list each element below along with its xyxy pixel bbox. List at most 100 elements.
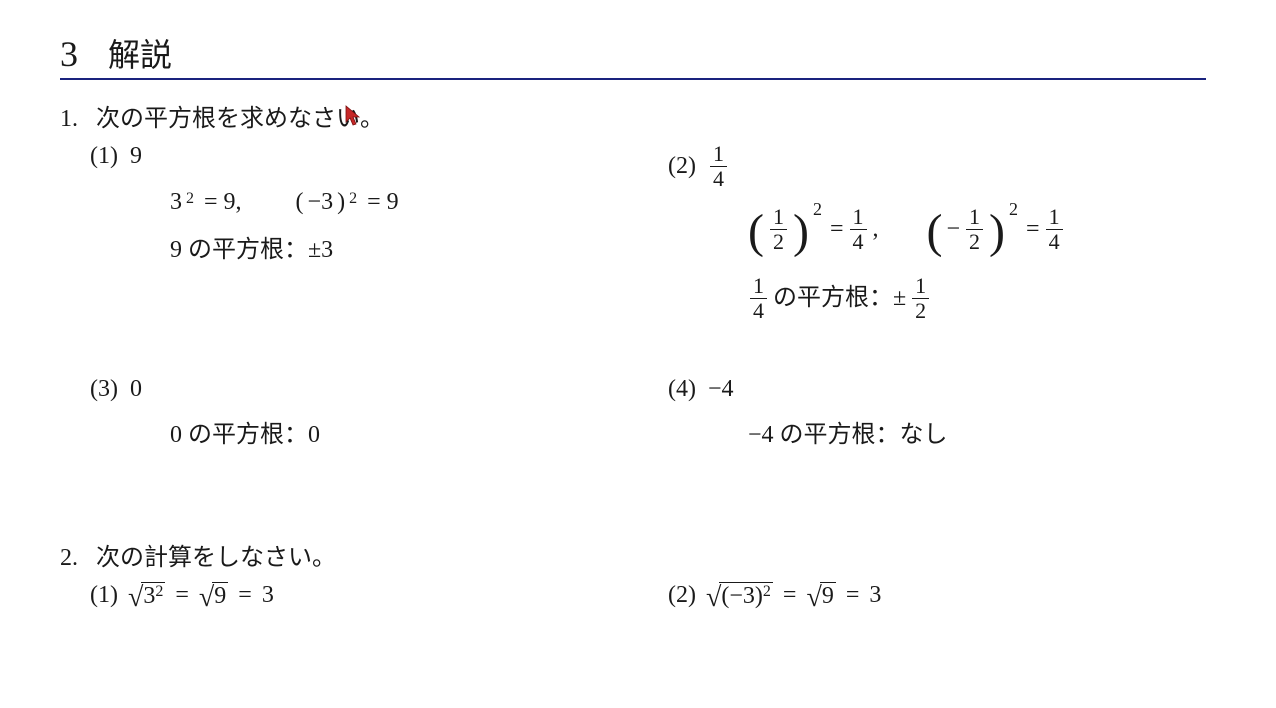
eq: = bbox=[1026, 213, 1040, 247]
eq: = bbox=[175, 582, 189, 609]
subproblem-1-4: (4) −4 −4 の平方根：なし bbox=[668, 376, 1206, 467]
problem-2-subproblems: (1) √ 32 = √ 9 = 3 (2) √ bbox=[90, 582, 1206, 610]
eq: = bbox=[846, 582, 860, 609]
rp: ) bbox=[989, 210, 1005, 253]
problem-2: 2. 次の計算をしなさい。 (1) √ 32 = √ 9 = 3 bbox=[60, 537, 1206, 610]
document-page: 3 解説 1. 次の平方根を求めなさい。 (1) 9 32 = 9, ( bbox=[0, 0, 1276, 610]
subproblem-1-3-answer: 0 の平方根：0 bbox=[170, 419, 628, 453]
eq-3-sup: 2 bbox=[186, 188, 194, 210]
subproblem-2-1-label: (1) bbox=[90, 582, 118, 609]
eq: = bbox=[783, 582, 797, 609]
subproblem-1-2: (2) 1 4 ( 1 2 )2 = bbox=[668, 143, 1206, 336]
subproblem-1-3-label: (3) bbox=[90, 376, 118, 403]
frac-num: 1 bbox=[912, 275, 929, 298]
frac-den: 2 bbox=[912, 298, 929, 322]
subproblem-1-1-label: (1) bbox=[90, 143, 118, 170]
frac-den: 2 bbox=[770, 229, 787, 253]
frac-den: 4 bbox=[710, 166, 727, 190]
radical-icon: √ bbox=[806, 584, 821, 612]
sqrt-neg3sq: √ (−3)2 bbox=[706, 582, 773, 610]
eq-3: 3 bbox=[170, 186, 182, 220]
frac-den: 4 bbox=[850, 229, 867, 253]
frac-num: 1 bbox=[1046, 206, 1063, 229]
eq: = bbox=[830, 213, 844, 247]
section-number: 3 bbox=[60, 33, 78, 75]
answer-text: の平方根：± bbox=[773, 282, 906, 316]
subproblem-1-3: (3) 0 0 の平方根：0 bbox=[90, 376, 628, 467]
neg3: −3 bbox=[729, 584, 755, 608]
subproblem-1-2-work: ( 1 2 )2 = 1 4 , ( bbox=[748, 206, 1206, 322]
sqrt-9: √ 9 bbox=[199, 582, 228, 610]
rad-sup: 2 bbox=[763, 584, 771, 600]
subproblem-1-4-head: (4) −4 bbox=[668, 376, 1206, 403]
lp: ( bbox=[748, 210, 764, 253]
problem-1: 1. 次の平方根を求めなさい。 (1) 9 32 = 9, (−3)2 = 9 bbox=[60, 98, 1206, 467]
subproblem-1-3-work: 0 の平方根：0 bbox=[170, 419, 628, 453]
rp: ) bbox=[793, 210, 809, 253]
frac-num: 1 bbox=[710, 143, 727, 166]
frac-num: 1 bbox=[750, 275, 767, 298]
problem-2-text: 次の計算をしなさい。 bbox=[96, 545, 336, 571]
eq-neg3-sup: 2 bbox=[349, 188, 357, 210]
sup-2: 2 bbox=[1009, 197, 1018, 222]
radicand: (−3)2 bbox=[719, 582, 773, 610]
result: 3 bbox=[262, 582, 274, 609]
sup-2: 2 bbox=[813, 197, 822, 222]
result: 3 bbox=[869, 582, 881, 609]
problem-1-subproblems: (1) 9 32 = 9, (−3)2 = 9 9 の平方根：±3 bbox=[90, 143, 1206, 467]
frac-half: 1 2 bbox=[912, 275, 929, 322]
radical-icon: √ bbox=[128, 584, 143, 612]
radicand: 32 bbox=[141, 582, 165, 610]
eq-neg3: −3 bbox=[308, 186, 334, 220]
subproblem-1-1: (1) 9 32 = 9, (−3)2 = 9 9 の平方根：±3 bbox=[90, 143, 628, 336]
radicand: 9 bbox=[820, 582, 836, 610]
subproblem-1-2-equations: ( 1 2 )2 = 1 4 , ( bbox=[748, 206, 1206, 253]
subproblem-1-2-answer: 1 4 の平方根：± 1 2 bbox=[748, 275, 1206, 322]
eq-3-result: = 9, bbox=[204, 186, 242, 220]
problem-1-number: 1. bbox=[60, 106, 90, 133]
subproblem-2-2: (2) √ (−3)2 = √ 9 = 3 bbox=[668, 582, 1206, 610]
eq-neg3-lp: ( bbox=[296, 186, 304, 220]
problem-1-text: 次の平方根を求めなさい。 bbox=[96, 106, 384, 132]
problem-2-number: 2. bbox=[60, 545, 90, 572]
subproblem-2-2-label: (2) bbox=[668, 582, 696, 609]
neg: − bbox=[947, 213, 961, 247]
subproblem-1-1-equations: 32 = 9, (−3)2 = 9 bbox=[170, 186, 628, 220]
frac-quarter: 1 4 bbox=[850, 206, 867, 253]
subproblem-1-4-work: −4 の平方根：なし bbox=[748, 419, 1206, 453]
radical-icon: √ bbox=[706, 584, 721, 612]
section-title: 解説 bbox=[108, 30, 172, 76]
subproblem-1-1-value: 9 bbox=[130, 143, 142, 170]
frac-num: 1 bbox=[966, 206, 983, 229]
radicand: 9 bbox=[212, 582, 228, 610]
subproblem-1-2-label: (2) bbox=[668, 153, 696, 180]
subproblem-1-2-value: 1 4 bbox=[710, 143, 727, 190]
section-header: 3 解説 bbox=[60, 30, 1206, 80]
frac-half: 1 2 bbox=[770, 206, 787, 253]
subproblem-1-2-head: (2) 1 4 bbox=[668, 143, 1206, 190]
comma: , bbox=[873, 213, 879, 247]
subproblem-1-4-label: (4) bbox=[668, 376, 696, 403]
rp: ) bbox=[755, 584, 763, 608]
subproblem-1-1-head: (1) 9 bbox=[90, 143, 628, 170]
problem-2-heading: 2. 次の計算をしなさい。 bbox=[60, 537, 1206, 572]
subproblem-2-1: (1) √ 32 = √ 9 = 3 bbox=[90, 582, 628, 610]
problem-1-heading: 1. 次の平方根を求めなさい。 bbox=[60, 98, 1206, 133]
rad-sup: 2 bbox=[155, 584, 163, 600]
sqrt-3sq: √ 32 bbox=[128, 582, 165, 610]
eq-neg3-result: = 9 bbox=[367, 186, 399, 220]
eq-neg3-rp: ) bbox=[337, 186, 345, 220]
sqrt-9: √ 9 bbox=[806, 582, 835, 610]
frac-quarter: 1 4 bbox=[750, 275, 767, 322]
subproblem-1-4-value: −4 bbox=[708, 376, 734, 403]
frac-num: 1 bbox=[850, 206, 867, 229]
frac-den: 2 bbox=[966, 229, 983, 253]
radical-icon: √ bbox=[199, 584, 214, 612]
frac-quarter: 1 4 bbox=[1046, 206, 1063, 253]
rad-base: 3 bbox=[143, 584, 155, 608]
subproblem-1-1-work: 32 = 9, (−3)2 = 9 9 の平方根：±3 bbox=[170, 186, 628, 267]
lp: ( bbox=[927, 210, 943, 253]
frac-den: 4 bbox=[1046, 229, 1063, 253]
frac-num: 1 bbox=[770, 206, 787, 229]
subproblem-1-3-head: (3) 0 bbox=[90, 376, 628, 403]
